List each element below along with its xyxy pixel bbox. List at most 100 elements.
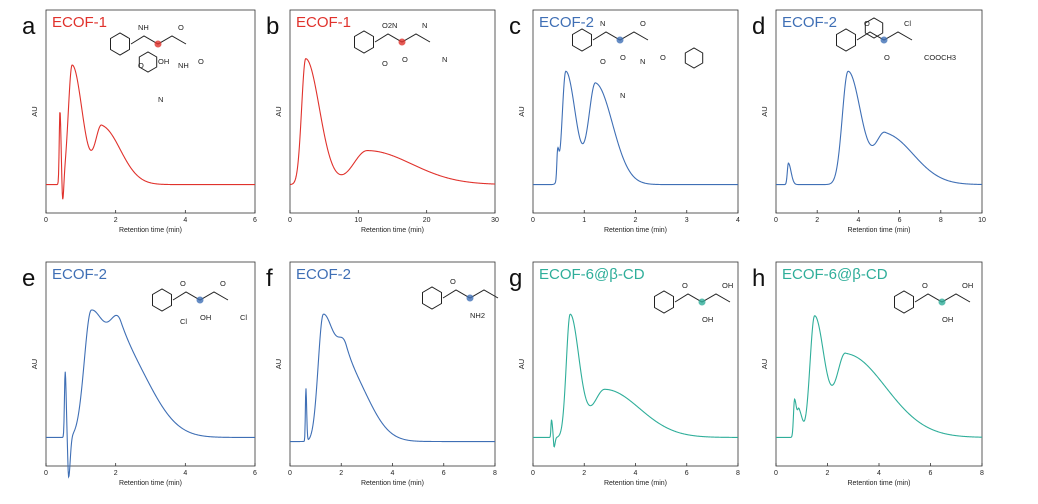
x-tick-label: 0	[774, 470, 778, 477]
structure-atom-label: O	[382, 59, 388, 68]
structure-atom-label: COOCH3	[924, 53, 956, 62]
panel-title: ECOF-2	[296, 266, 351, 283]
panel-title: ECOF-2	[782, 14, 837, 31]
molecule-structure: O OH O Cl Cl	[152, 279, 247, 326]
x-tick-label: 0	[288, 217, 292, 224]
chiral-center-dot	[880, 36, 888, 44]
structure-atom-label: O	[640, 19, 646, 28]
chromatogram-trace	[46, 64, 255, 200]
x-tick-label: 2	[634, 217, 638, 224]
x-tick-label: 0	[44, 470, 48, 477]
structure-atom-label: NH	[138, 23, 149, 32]
structure-atom-label: Cl	[240, 313, 247, 322]
panel-title: ECOF-2	[52, 266, 107, 283]
x-tick-label: 4	[391, 470, 395, 477]
structure-ring	[864, 17, 884, 39]
structure-atom-label: O	[198, 57, 204, 66]
chiral-center-dot	[154, 40, 162, 48]
structure-atom-label: N	[422, 21, 427, 30]
x-axis-label: Retention time (min)	[119, 227, 182, 234]
structure-ring	[654, 290, 674, 314]
panel-letter: d	[752, 13, 765, 40]
structure-ring	[684, 47, 704, 69]
structure-atom-label: O	[922, 281, 928, 290]
panel-d: d ECOF-2 AU 0 2 4 6 8 10 Retention time (min) O O Cl…	[752, 9, 986, 234]
molecule-structure: O NH2	[422, 277, 499, 320]
structure-atom-label: O2N	[382, 21, 397, 30]
x-axis-label: Retention time (min)	[361, 227, 424, 234]
chiral-center-dot	[616, 36, 624, 44]
x-tick-label: 6	[253, 217, 257, 224]
structure-atom-label: O	[864, 19, 870, 28]
x-tick-label: 6	[685, 470, 689, 477]
panel-h: h ECOF-6@β-CD AU 0 2 4 6 8 Retention time (min) O…	[752, 261, 984, 487]
chromatogram-trace	[533, 70, 738, 186]
structure-atom-label: O	[402, 55, 408, 64]
x-tick-label: 3	[685, 217, 689, 224]
plot-frame	[775, 9, 983, 214]
chromatogram-trace	[776, 70, 982, 186]
panel-f: f ECOF-2 AU 0 2 4 6 8 Retention time (min) O NH2	[266, 261, 499, 487]
structure-atom-label: Cl	[904, 19, 911, 28]
x-tick-label: 0	[288, 470, 292, 477]
x-tick-label: 10	[354, 217, 362, 224]
chiral-center-dot	[398, 38, 406, 46]
x-tick-label: 2	[339, 470, 343, 477]
x-tick-label: 30	[491, 217, 499, 224]
x-tick-label: 8	[980, 470, 984, 477]
structure-atom-label: O	[450, 277, 456, 286]
structure-ring	[110, 32, 130, 56]
panel-e: e ECOF-2 AU 0 2 4 6 Retention time (min) O OH O Cl C…	[22, 261, 257, 487]
chromatogram-trace	[289, 58, 496, 186]
structure-atom-label: N	[158, 95, 163, 104]
panel-title: ECOF-1	[52, 14, 107, 31]
plot-frame	[289, 261, 496, 467]
chromatogram-trace	[290, 313, 495, 443]
x-tick-label: 4	[736, 217, 740, 224]
structure-ring	[572, 28, 592, 52]
y-axis-label: AU	[274, 106, 283, 116]
molecule-structure: NH OH O O O N NH	[110, 23, 204, 104]
x-tick-label: 0	[774, 217, 778, 224]
plot-frame	[532, 9, 739, 214]
x-axis-label: Retention time (min)	[604, 480, 667, 487]
chromatogram-trace	[776, 315, 983, 438]
plot-frame	[45, 9, 256, 214]
x-tick-label: 8	[736, 470, 740, 477]
panel-title: ECOF-2	[539, 14, 594, 31]
structure-atom-label: O	[180, 279, 186, 288]
structure-atom-label: O	[138, 61, 144, 70]
x-axis-label: Retention time (min)	[847, 480, 910, 487]
plot-frame	[532, 261, 739, 467]
panel-letter: c	[509, 13, 521, 40]
molecule-structure: O OH OH	[894, 281, 973, 324]
structure-atom-label: O	[620, 53, 626, 62]
structure-ring	[422, 286, 442, 310]
structure-atom-label: O	[660, 53, 666, 62]
x-tick-label: 4	[183, 470, 187, 477]
y-axis-label: AU	[30, 106, 39, 116]
molecule-structure: O O Cl COOCH3	[836, 17, 956, 62]
structure-atom-label: OH	[702, 315, 713, 324]
x-tick-label: 6	[442, 470, 446, 477]
plot-frame	[289, 9, 496, 214]
x-tick-label: 2	[114, 217, 118, 224]
structure-atom-label: Cl	[180, 317, 187, 326]
x-tick-label: 2	[815, 217, 819, 224]
x-tick-label: 0	[531, 217, 535, 224]
panel-title: ECOF-6@β-CD	[782, 266, 888, 283]
panel-title: ECOF-6@β-CD	[539, 266, 645, 283]
x-axis-label: Retention time (min)	[361, 480, 424, 487]
x-tick-label: 2	[114, 470, 118, 477]
molecule-structure: O OH OH	[654, 281, 733, 324]
structure-atom-label: OH	[942, 315, 953, 324]
x-axis-label: Retention time (min)	[119, 480, 182, 487]
panel-letter: g	[509, 265, 522, 292]
structure-ring	[836, 28, 856, 52]
panel-a: a ECOF-1 AU 0 2 4 6 Retention time (min) NH OH O O O…	[22, 9, 257, 234]
chromatogram-trace	[46, 309, 255, 479]
x-tick-label: 10	[978, 217, 986, 224]
panel-letter: e	[22, 265, 35, 292]
